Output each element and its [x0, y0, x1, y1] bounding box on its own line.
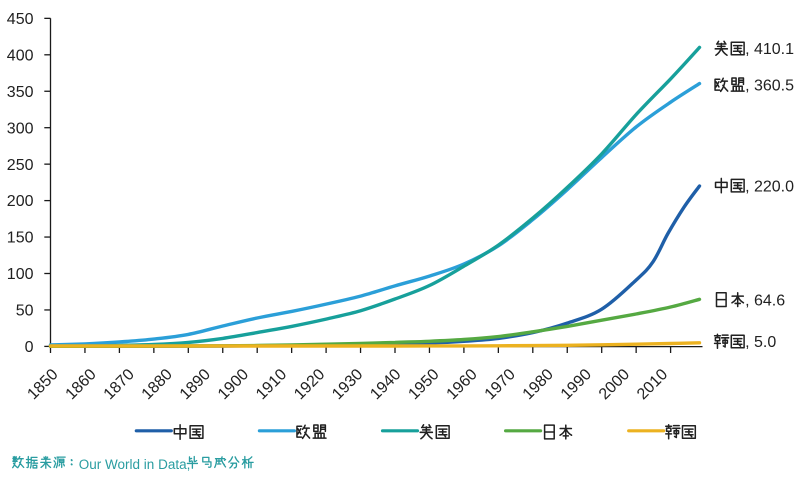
svg-text:150: 150 [7, 230, 34, 247]
svg-text:Our World in Data,: Our World in Data, [79, 457, 191, 472]
svg-text:250: 250 [7, 157, 34, 174]
svg-text:300: 300 [7, 120, 34, 137]
svg-text:, 64.6: , 64.6 [745, 292, 785, 309]
svg-text:, 410.1: , 410.1 [745, 41, 794, 58]
svg-text:200: 200 [7, 193, 34, 210]
svg-text:0: 0 [25, 339, 34, 356]
svg-text:, 5.0: , 5.0 [745, 334, 776, 351]
svg-text:350: 350 [7, 84, 34, 101]
svg-text:, 360.5: , 360.5 [745, 78, 794, 95]
svg-text:450: 450 [7, 11, 34, 28]
svg-text:, 220.0: , 220.0 [745, 178, 794, 195]
svg-text:100: 100 [7, 266, 34, 283]
svg-text:50: 50 [16, 303, 34, 320]
svg-text:400: 400 [7, 47, 34, 64]
